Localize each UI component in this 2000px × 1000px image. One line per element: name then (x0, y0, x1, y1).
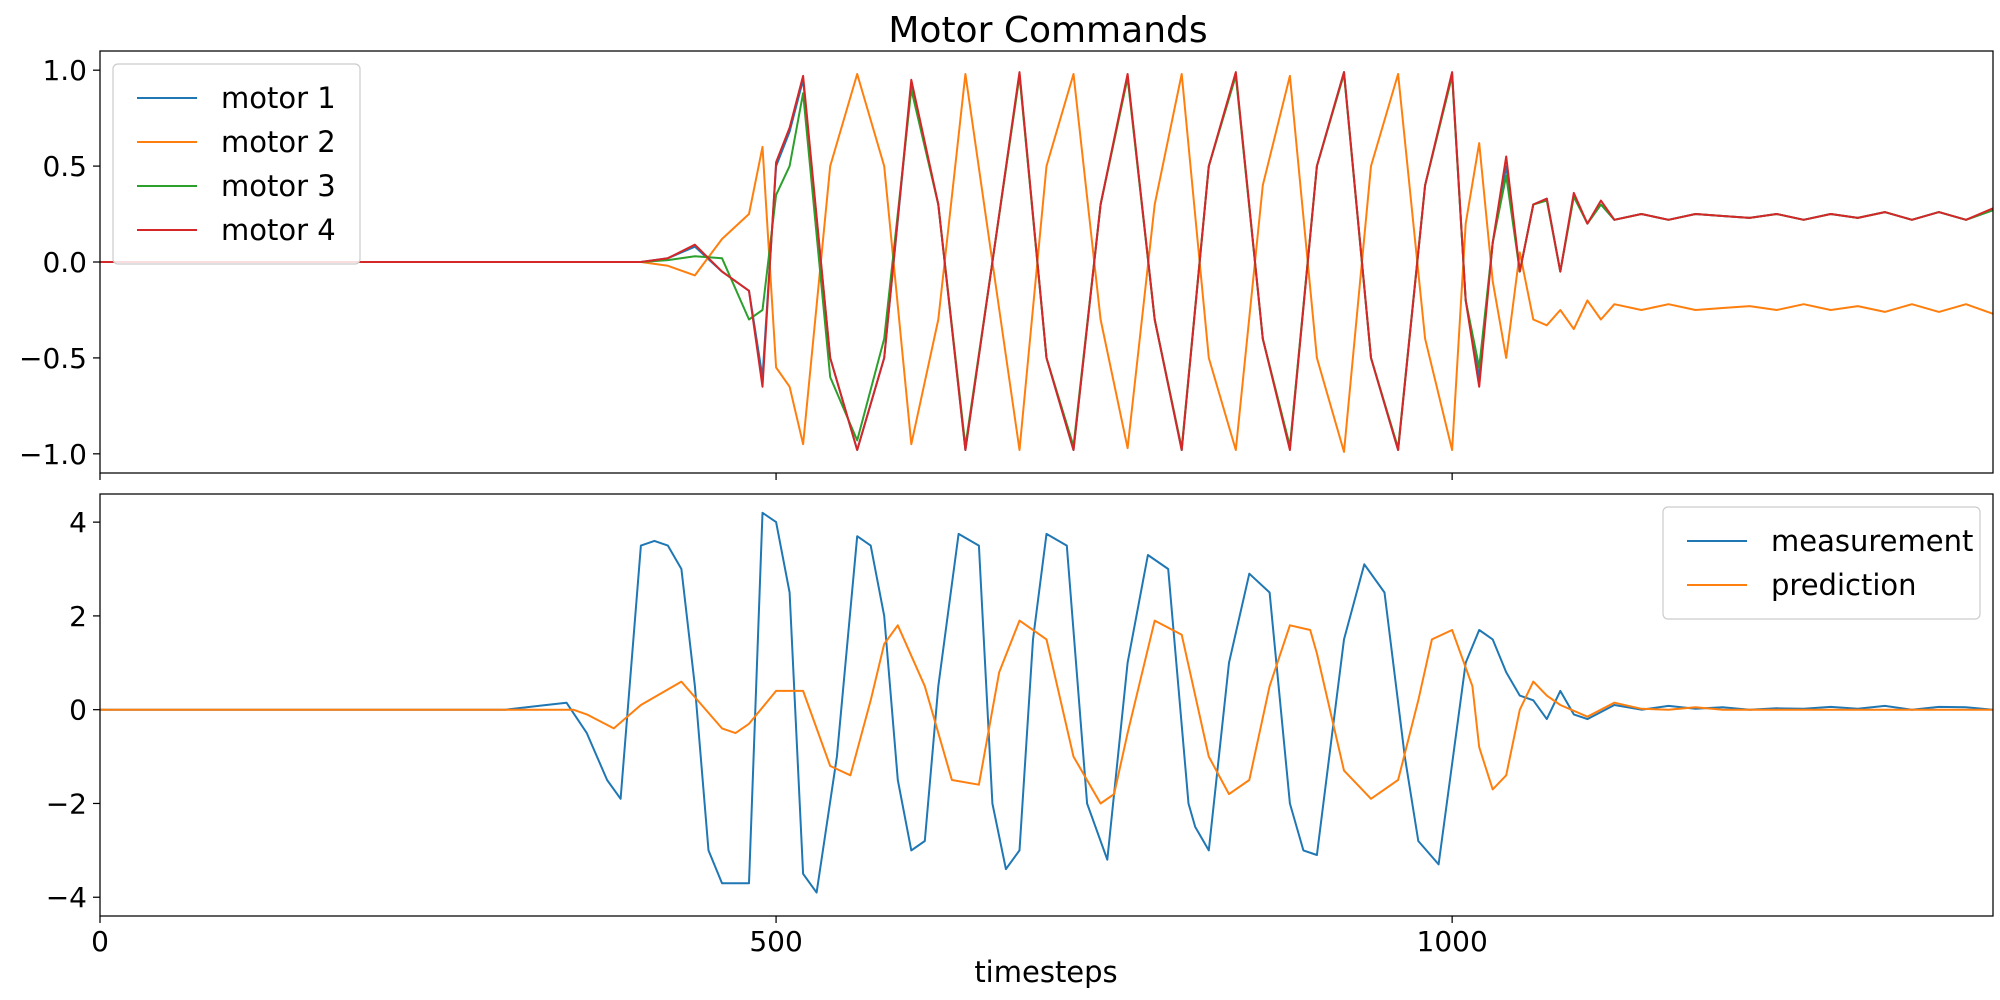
legend-label-motor-1: motor 1 (221, 81, 336, 115)
y-tick-label: 0 (69, 694, 87, 727)
chart-title: Motor Commands (888, 10, 1207, 51)
y-tick-label: 1.0 (42, 54, 87, 87)
x-tick-label: 500 (749, 925, 802, 958)
x-tick-label: 0 (91, 925, 109, 958)
bottom-chart-panel: 4 2 0 −2 −4 0 500 1000 timesteps measurement pr… (46, 493, 1994, 989)
y-tick-label: 0.5 (42, 150, 87, 183)
y-tick-label: −2 (46, 787, 87, 820)
y-tick-label: −4 (46, 881, 87, 914)
legend-label-measurement: measurement (1771, 524, 1973, 558)
top-data-layer (100, 71, 1993, 453)
bottom-x-axis: 0 500 1000 (91, 916, 1488, 958)
bottom-y-axis: 4 2 0 −2 −4 (46, 506, 100, 914)
y-tick-label: −1.0 (19, 438, 87, 471)
y-tick-label: 2 (69, 600, 87, 633)
series-line-motor-2 (100, 73, 1993, 453)
top-legend: motor 1 motor 2 motor 3 motor 4 (112, 63, 361, 265)
y-tick-label: 0.0 (42, 246, 87, 279)
legend-label-prediction: prediction (1771, 568, 1917, 602)
top-y-axis: 1.0 0.5 0.0 −0.5 −1.0 (19, 54, 100, 471)
legend-label-motor-3: motor 3 (221, 169, 336, 203)
series-line-measurement (100, 511, 1993, 894)
series-line-prediction (100, 619, 1993, 805)
bottom-axes-frame (99, 493, 1994, 917)
x-axis-label: timesteps (974, 955, 1117, 989)
x-tick-label: 1000 (1417, 925, 1488, 958)
series-line-motor-4 (100, 71, 1993, 451)
legend-label-motor-4: motor 4 (221, 213, 336, 247)
legend-box (1662, 506, 1981, 620)
bottom-legend: measurement prediction (1662, 506, 1981, 620)
top-x-axis (99, 473, 1453, 480)
top-chart-panel: Motor Commands 1.0 0.5 0.0 −0.5 −1.0 motor 1… (19, 10, 1994, 480)
y-tick-label: 4 (69, 506, 87, 539)
legend-box (112, 63, 361, 265)
legend-label-motor-2: motor 2 (221, 125, 336, 159)
bottom-data-layer (100, 511, 1993, 894)
y-tick-label: −0.5 (19, 342, 87, 375)
